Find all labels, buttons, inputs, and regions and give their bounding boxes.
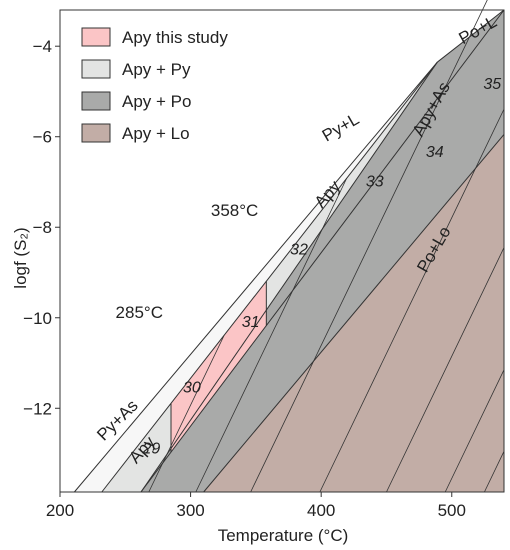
legend-swatch xyxy=(81,91,111,111)
py-l-boundary-line xyxy=(73,61,438,493)
plot-border xyxy=(59,9,505,493)
y-tick-label: −12 xyxy=(23,399,52,418)
isopleth-32-line xyxy=(319,108,505,493)
temperature-label: 358°C xyxy=(211,201,258,220)
study-region xyxy=(171,281,267,453)
legend: Apy this study Apy + Py Apy + Po Apy + Lo xyxy=(81,27,228,143)
x-axis-title: Temperature (°C) xyxy=(218,526,349,545)
x-tick-label: 200 xyxy=(46,501,74,520)
isopleth-30-line xyxy=(195,178,348,493)
isopleth-31-line xyxy=(250,0,488,493)
isopleth-label: 33 xyxy=(366,174,384,191)
y-axis-title: logf (S₂) xyxy=(11,227,30,288)
y-tick-label: −8 xyxy=(33,218,52,237)
y-tick-label: −10 xyxy=(23,309,52,328)
isopleth-29-line xyxy=(148,334,225,493)
y-tick-label: −4 xyxy=(33,37,52,56)
field-label: Py+L xyxy=(319,109,362,145)
axis-ticks: 200 300 400 500 −4 −6 −8 −10 −12 xyxy=(23,37,466,520)
legend-entry-label: Apy + Po xyxy=(122,92,191,111)
py-po-boundary-line xyxy=(140,61,438,493)
apy-study-region xyxy=(171,281,267,453)
plot-frame xyxy=(59,9,505,493)
isopleth-label: 32 xyxy=(290,241,308,258)
isopleth-34-line xyxy=(444,369,505,493)
isopleth-label: 35 xyxy=(483,76,501,93)
legend-entry-label: Apy + Py xyxy=(122,60,191,79)
py-as-boundary-line xyxy=(101,61,438,493)
legend-swatch xyxy=(81,27,111,47)
x-tick-label: 300 xyxy=(176,501,204,520)
x-tick-label: 400 xyxy=(307,501,335,520)
temperature-label: 285°C xyxy=(116,303,163,322)
isopleth-label: 30 xyxy=(183,379,201,396)
isopleth-label: 34 xyxy=(426,144,444,161)
x-tick-label: 500 xyxy=(438,501,466,520)
legend-swatch xyxy=(81,123,111,143)
po-lo-boundary-line xyxy=(203,134,505,493)
isopleth-label: 31 xyxy=(242,314,260,331)
legend-entry-label: Apy + Lo xyxy=(122,124,190,143)
isopleth-33-line xyxy=(386,247,505,493)
y-tick-label: −6 xyxy=(33,128,52,147)
legend-entry-label: Apy this study xyxy=(122,28,228,47)
isopleth-label: 29 xyxy=(142,441,161,458)
legend-swatch xyxy=(81,59,111,79)
isopleth-35-line xyxy=(484,451,505,493)
po-l-boundary-line xyxy=(437,9,505,63)
isopleth-lines xyxy=(148,0,505,493)
